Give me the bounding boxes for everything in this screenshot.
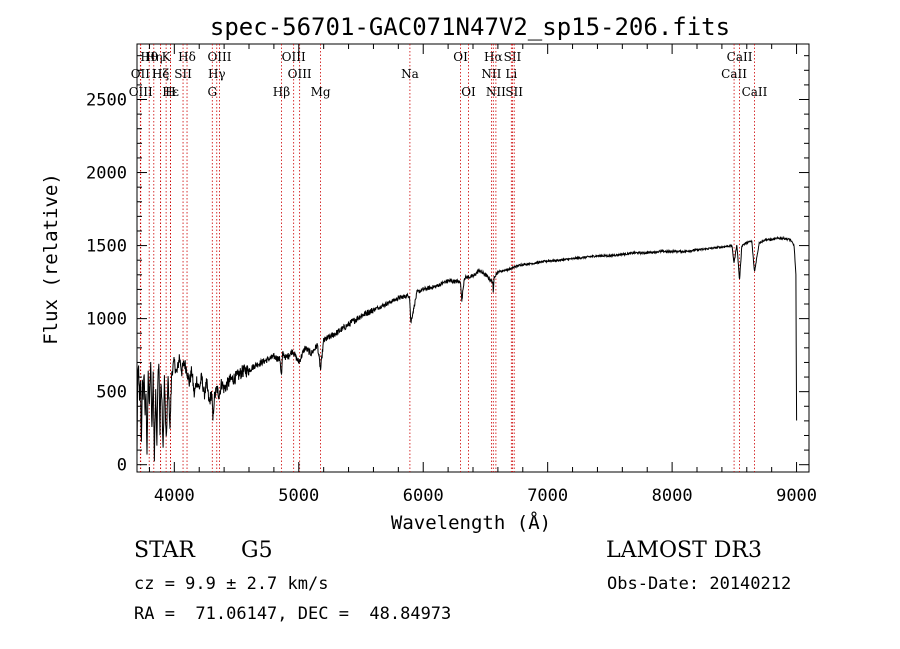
line-label-4: Hζ bbox=[152, 67, 169, 81]
line-label-5: K bbox=[162, 50, 172, 64]
line-label-11: OIII bbox=[207, 50, 231, 64]
obs-date-text: Obs-Date: 20140212 bbox=[607, 574, 792, 594]
object-class: STAR bbox=[134, 538, 195, 563]
y-axis-label: Flux (relative) bbox=[40, 173, 62, 345]
line-label-12: Hγ bbox=[208, 67, 226, 81]
line-label-19: OI bbox=[453, 50, 468, 64]
redshift-text: cz = 9.9 ± 2.7 km/s bbox=[134, 574, 329, 594]
x-tick-label: 8000 bbox=[652, 486, 693, 506]
line-label-13: G bbox=[207, 85, 217, 99]
line-label-22: SII bbox=[504, 50, 522, 64]
object-subclass: G5 bbox=[241, 538, 273, 563]
line-label-14: Hβ bbox=[273, 85, 290, 99]
line-label-20: OI bbox=[461, 85, 476, 99]
x-tick-label: 5000 bbox=[278, 486, 319, 506]
line-label-10: Hδ bbox=[178, 50, 196, 64]
chart-title: spec-56701-GAC071N47V2_sp15-206.fits bbox=[210, 13, 730, 41]
line-label-6: He bbox=[152, 67, 170, 81]
line-label-0: Hθ bbox=[140, 50, 158, 64]
y-tick-label: 0 bbox=[117, 456, 127, 476]
x-tick-label: 7000 bbox=[527, 486, 568, 506]
x-tick-label: 6000 bbox=[403, 486, 444, 506]
line-label-24: Li bbox=[505, 67, 517, 81]
survey-name: LAMOST DR3 bbox=[606, 538, 762, 563]
line-label-23: NII bbox=[481, 67, 501, 81]
y-tick-label: 500 bbox=[96, 383, 127, 403]
plot-frame bbox=[136, 43, 810, 473]
line-label-9: H bbox=[165, 85, 175, 99]
y-tick-label: 1000 bbox=[86, 310, 127, 330]
line-label-16: OIII bbox=[288, 67, 312, 81]
line-label-15: OIII bbox=[282, 50, 306, 64]
spectrum-line bbox=[136, 235, 798, 462]
x-tick-label: 4000 bbox=[154, 486, 195, 506]
line-label-8: SII bbox=[174, 67, 192, 81]
y-tick-label: 2000 bbox=[86, 164, 127, 184]
line-label-25: NII bbox=[486, 85, 506, 99]
x-axis-label: Wavelength (Å) bbox=[391, 511, 551, 534]
ra-dec-text: RA = 71.06147, DEC = 48.84973 bbox=[134, 604, 452, 624]
axis-ticks: 4000 5000 6000 7000 8000 9000 0 500 1000 1500 2000… bbox=[86, 44, 817, 506]
line-label-7: Hε bbox=[162, 85, 179, 99]
line-label-1: OII bbox=[131, 67, 151, 81]
line-label-17: Mg bbox=[311, 85, 331, 99]
line-label-21: Hα bbox=[484, 50, 503, 64]
line-label-2: OIII bbox=[129, 85, 153, 99]
line-label-3: Hη bbox=[145, 50, 163, 64]
line-label-26: SII bbox=[505, 85, 523, 99]
line-label-27: CaII bbox=[727, 50, 753, 64]
y-tick-label: 2500 bbox=[86, 91, 127, 111]
line-label-28: CaII bbox=[721, 67, 747, 81]
y-tick-label: 1500 bbox=[86, 237, 127, 257]
line-label-18: Na bbox=[401, 67, 419, 81]
line-label-29: CaII bbox=[742, 85, 768, 99]
x-tick-label: 9000 bbox=[776, 486, 817, 506]
spectral-line-markers: Hθ OII OIII Hη Hζ K He Hε SII H Hδ OIII Hγ G Hβ OIII OII… bbox=[129, 44, 768, 472]
